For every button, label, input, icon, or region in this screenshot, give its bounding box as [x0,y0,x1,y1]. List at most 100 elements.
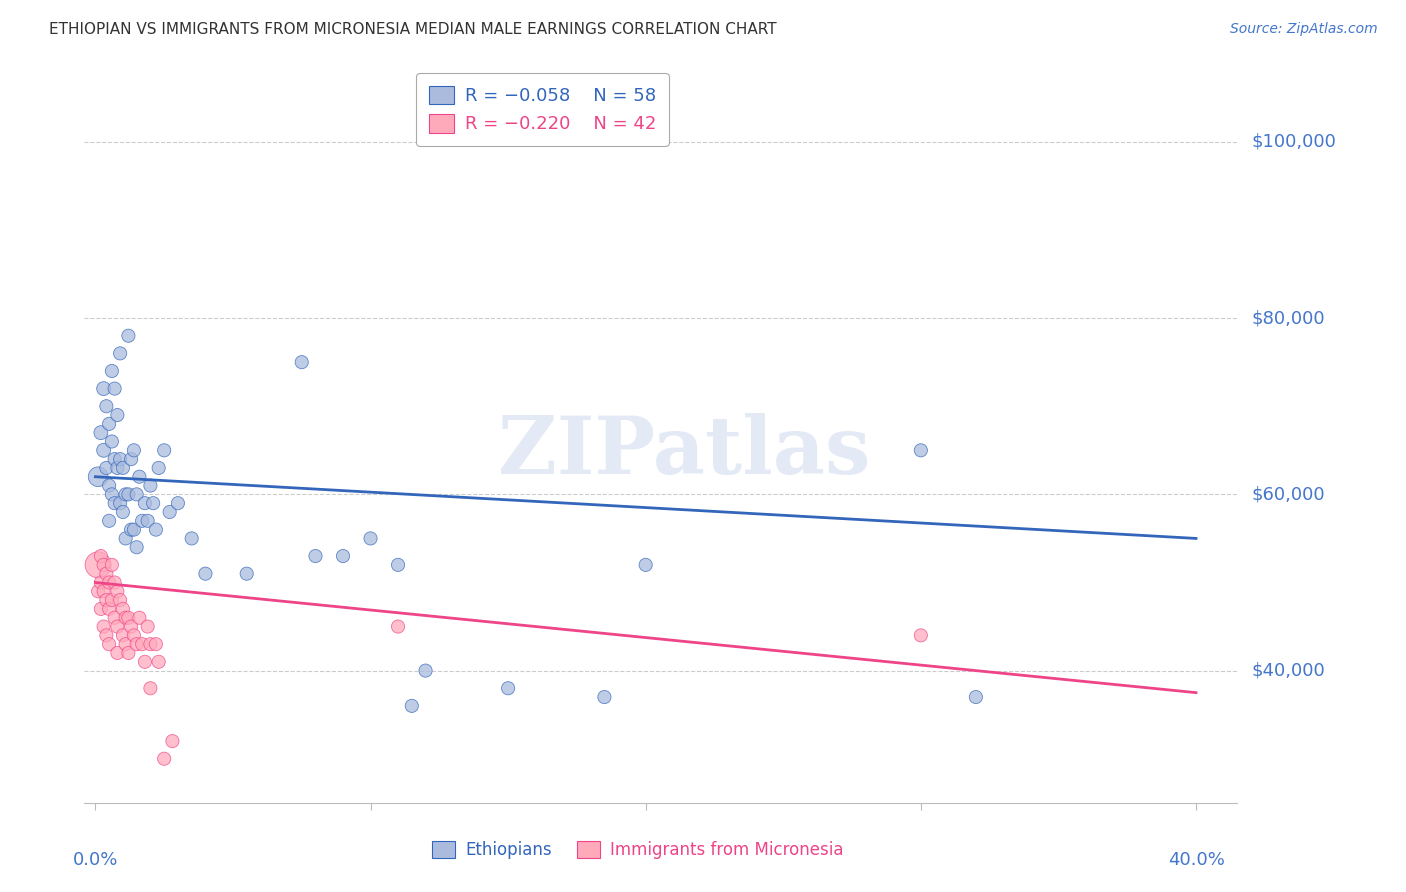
Point [634,558,657,572]
Point [125,540,148,554]
Point [104,496,127,510]
Point [153,443,176,458]
Point [90,425,112,440]
Point [291,355,314,369]
Point [90,575,112,590]
Point [96,461,118,475]
Point [142,496,165,510]
Point [96,566,118,581]
Point [136,514,159,528]
Point [101,593,124,607]
Point [131,514,153,528]
Point [120,619,142,633]
Text: $100,000: $100,000 [1251,133,1336,151]
Point [93,584,115,599]
Point [98,602,121,616]
Point [134,655,156,669]
Point [910,443,932,458]
Point [965,690,987,704]
Point [120,523,142,537]
Point [90,602,112,616]
Point [108,452,131,467]
Point [101,558,124,572]
Point [93,558,115,572]
Point [104,382,127,396]
Point [387,619,409,633]
Point [153,752,176,766]
Point [304,549,326,563]
Point [104,611,127,625]
Point [93,382,115,396]
Text: $60,000: $60,000 [1251,485,1324,503]
Point [145,523,167,537]
Point [360,532,382,546]
Point [128,469,150,483]
Point [387,558,409,572]
Text: Source: ZipAtlas.com: Source: ZipAtlas.com [1230,22,1378,37]
Point [98,514,121,528]
Point [159,505,181,519]
Point [139,637,162,651]
Point [96,399,118,413]
Text: 0.0%: 0.0% [73,851,118,870]
Point [139,681,162,696]
Point [101,487,124,501]
Point [122,523,145,537]
Point [148,655,170,669]
Point [114,637,136,651]
Point [105,646,128,660]
Text: $80,000: $80,000 [1251,310,1324,327]
Point [105,408,128,422]
Point [134,496,156,510]
Point [96,593,118,607]
Point [332,549,354,563]
Point [114,487,136,501]
Text: 40.0%: 40.0% [1167,851,1225,870]
Point [235,566,257,581]
Point [593,690,616,704]
Point [111,461,134,475]
Legend: Ethiopians, Immigrants from Micronesia: Ethiopians, Immigrants from Micronesia [423,833,852,868]
Point [98,417,121,431]
Point [496,681,519,696]
Text: ZIPatlas: ZIPatlas [498,413,870,491]
Point [162,734,184,748]
Point [108,593,131,607]
Point [117,487,139,501]
Point [90,549,112,563]
Point [114,611,136,625]
Point [87,469,110,483]
Point [117,646,139,660]
Point [108,496,131,510]
Point [98,575,121,590]
Point [401,698,423,713]
Point [145,637,167,651]
Point [167,496,190,510]
Point [180,532,202,546]
Text: $40,000: $40,000 [1251,662,1324,680]
Point [93,619,115,633]
Point [105,584,128,599]
Point [104,575,127,590]
Point [120,452,142,467]
Point [136,619,159,633]
Point [910,628,932,642]
Point [117,328,139,343]
Point [122,443,145,458]
Point [122,628,145,642]
Point [139,478,162,492]
Point [93,443,115,458]
Point [194,566,217,581]
Point [87,558,110,572]
Point [96,628,118,642]
Point [131,637,153,651]
Point [111,628,134,642]
Point [98,478,121,492]
Point [101,364,124,378]
Point [98,637,121,651]
Point [108,346,131,360]
Point [117,611,139,625]
Point [125,637,148,651]
Point [87,584,110,599]
Point [148,461,170,475]
